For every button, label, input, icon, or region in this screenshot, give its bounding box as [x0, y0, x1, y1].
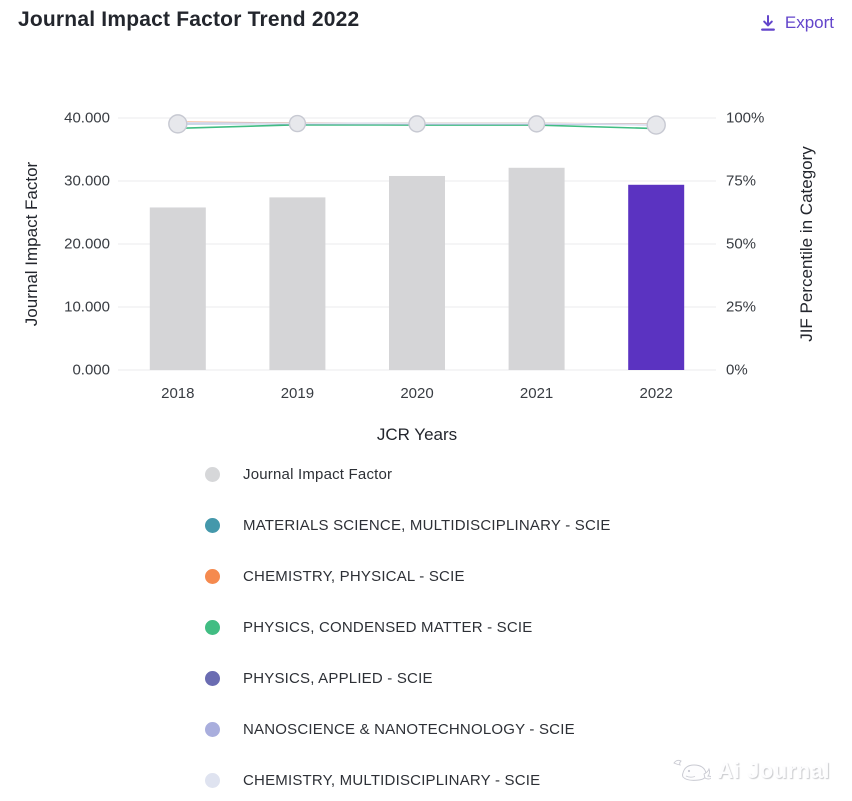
jif-bar-2019[interactable] [269, 197, 326, 370]
axis-tick: 2021 [519, 385, 554, 402]
watermark-text: Ai Journal [717, 758, 830, 783]
axis-tick: 0.000 [72, 361, 110, 379]
axis-tick: 2018 [161, 385, 195, 402]
legend-dot [205, 671, 220, 686]
export-button[interactable]: Export [756, 11, 838, 35]
axis-tick: 75% [726, 172, 757, 190]
legend-dot [205, 620, 220, 635]
legend-item-0[interactable]: Journal Impact Factor [205, 449, 611, 500]
legend-label: PHYSICS, CONDENSED MATTER - SCIE [243, 619, 533, 636]
legend-label: Journal Impact Factor [243, 466, 393, 483]
chart-canvas [118, 114, 716, 371]
legend-item-4[interactable]: PHYSICS, APPLIED - SCIE [205, 653, 611, 704]
legend-label: CHEMISTRY, MULTIDISCIPLINARY - SCIE [243, 772, 541, 789]
axis-tick: 50% [726, 235, 757, 253]
legend-dot [205, 773, 220, 788]
year-marker-2020[interactable] [408, 115, 426, 133]
legend-item-5[interactable]: NANOSCIENCE & NANOTECHNOLOGY - SCIE [205, 704, 611, 755]
year-marker-2018[interactable] [168, 114, 188, 134]
jif-bar-2022[interactable] [628, 184, 685, 370]
legend-dot [205, 722, 220, 737]
year-marker-2022[interactable] [646, 115, 666, 135]
legend-item-1[interactable]: MATERIALS SCIENCE, MULTIDISCIPLINARY - S… [205, 500, 611, 551]
legend-dot [205, 569, 220, 584]
axis-tick: 100% [726, 109, 765, 127]
export-label: Export [784, 13, 834, 32]
axis-tick: 2019 [280, 385, 315, 402]
axis-tick: 2022 [639, 385, 673, 402]
legend-dot [205, 518, 220, 533]
axis-tick: 20.000 [64, 235, 110, 253]
page-title: Journal Impact Factor Trend 2022 [18, 8, 360, 31]
jif-bar-2021[interactable] [508, 167, 565, 370]
year-marker-2019[interactable] [288, 114, 307, 133]
chart-legend: Journal Impact Factor MATERIALS SCIENCE, … [205, 449, 611, 801]
axis-tick: 40.000 [64, 109, 110, 127]
legend-dot [205, 467, 220, 482]
legend-item-2[interactable]: CHEMISTRY, PHYSICAL - SCIE [205, 551, 611, 602]
axis-tick: 30.000 [64, 172, 110, 190]
jif-bar-2018[interactable] [149, 207, 206, 370]
axis-tick: 25% [726, 298, 757, 316]
year-marker-2021[interactable] [527, 115, 546, 133]
legend-label: NANOSCIENCE & NANOTECHNOLOGY - SCIE [243, 721, 575, 738]
whale-icon [671, 757, 712, 785]
legend-label: MATERIALS SCIENCE, MULTIDISCIPLINARY - S… [243, 517, 611, 534]
axis-tick: 10.000 [64, 298, 110, 316]
download-icon [760, 14, 776, 32]
axis-tick: 2020 [400, 385, 434, 402]
legend-label: PHYSICS, APPLIED - SCIE [243, 670, 433, 687]
legend-label: CHEMISTRY, PHYSICAL - SCIE [243, 568, 465, 585]
x-axis-title: JCR Years [376, 425, 458, 444]
legend-item-3[interactable]: PHYSICS, CONDENSED MATTER - SCIE [205, 602, 611, 653]
jif-bar-2020[interactable] [389, 175, 445, 370]
legend-item-6[interactable]: CHEMISTRY, MULTIDISCIPLINARY - SCIE [205, 755, 611, 801]
right-axis-title: JIF Percentile in Category [797, 146, 816, 342]
watermark: Ai Journal [671, 757, 830, 785]
axis-tick: 0% [726, 361, 748, 379]
